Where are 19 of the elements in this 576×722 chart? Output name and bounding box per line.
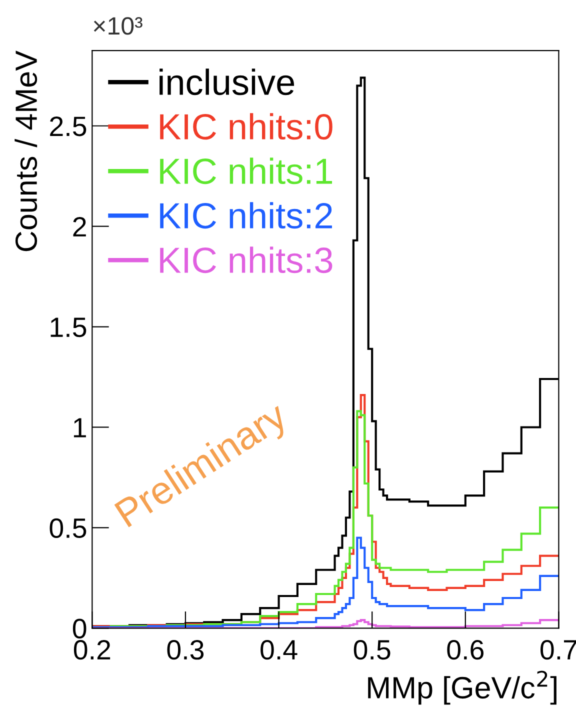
- legend-label: KIC nhits:1: [160, 158, 332, 184]
- legend-label: KIC nhits:3: [160, 246, 332, 274]
- y-tick-label: 2: [73, 217, 86, 236]
- x-tick-label: 0.2: [74, 640, 110, 660]
- y-tick-label: 1.5: [50, 318, 86, 338]
- y-tick-label: 1: [74, 418, 86, 438]
- legend-label: inclusive: [160, 68, 294, 96]
- y-tick-label: 2.5: [50, 116, 86, 136]
- x-axis-title: MMp [GeV/c$^{2}$]: [368, 670, 556, 705]
- x-tick-label: 0.3: [167, 640, 204, 660]
- x-tick-label: 0.5: [354, 640, 390, 660]
- y-axis-title: Counts / 4MeV: [14, 50, 38, 252]
- y-tick-label: 0: [72, 618, 86, 638]
- x-tick-label: 0.4: [260, 640, 298, 660]
- x-tick-label: 0.6: [447, 640, 484, 660]
- legend-label: KIC nhits:2: [160, 202, 332, 229]
- text: ×10³: [94, 17, 142, 35]
- y-tick-label: 0.5: [50, 518, 86, 538]
- legend-label: KIC nhits:0: [160, 113, 332, 140]
